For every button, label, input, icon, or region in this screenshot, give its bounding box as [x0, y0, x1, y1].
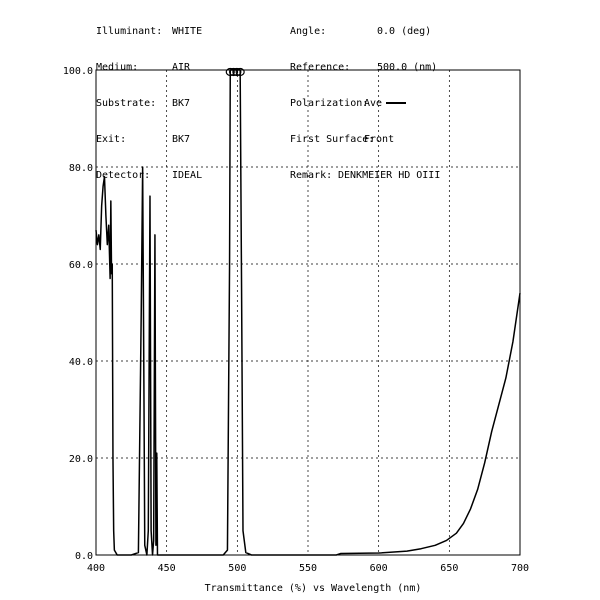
peak-markers	[225, 67, 245, 77]
x-axis-ticks: 400 450 500 550 600 650 700	[87, 563, 529, 574]
x-tick-label: 500	[228, 563, 246, 574]
header-left-labels: Illuminant: Medium: Substrate: Exit: Det…	[96, 2, 162, 194]
polarization-label: Polarization:	[290, 98, 369, 109]
x-tick-label: 400	[87, 563, 105, 574]
angle-label: Angle:	[290, 26, 327, 37]
peak-marker	[235, 67, 245, 77]
header-left-values: WHITE AIR BK7 BK7 IDEAL	[172, 2, 202, 194]
x-tick-label: 650	[440, 563, 458, 574]
peak-marker	[225, 67, 235, 77]
peak-marker	[232, 67, 242, 77]
reference-value: 500.0 (nm)	[377, 62, 438, 73]
chart-grid	[96, 70, 520, 555]
medium-value: AIR	[172, 62, 191, 73]
medium-label: Medium:	[96, 62, 139, 73]
polarization-value: Ave	[364, 98, 440, 110]
y-tick-label: 40.0	[69, 357, 93, 368]
y-tick-label: 100.0	[63, 66, 93, 77]
angle-value: 0.0 (deg)	[377, 26, 432, 37]
remark-label: Remark:	[290, 170, 333, 181]
x-tick-label: 450	[158, 563, 176, 574]
y-axis-ticks: 0.0 20.0 40.0 60.0 80.0 100.0	[63, 66, 93, 562]
transmittance-curve	[95, 69, 521, 556]
header-right-labels: Angle: Reference: Polarization: First Su…	[290, 2, 374, 194]
illuminant-value: WHITE	[172, 26, 203, 37]
y-tick-label: 60.0	[69, 260, 93, 271]
exit-label: Exit:	[96, 134, 127, 145]
remark-value: DENKMEIER HD OIII	[338, 170, 441, 181]
y-tick-label: 80.0	[69, 163, 93, 174]
x-tick-label: 550	[299, 563, 317, 574]
plot-frame	[95, 69, 521, 556]
polarization-line-swatch	[386, 102, 407, 104]
peak-marker	[228, 67, 239, 77]
detector-label: Detector:	[96, 170, 151, 181]
x-tick-label: 700	[511, 563, 529, 574]
header-right-values: 0.0 (deg) 500.0 (nm) Ave Front DENKMEIER…	[338, 2, 440, 194]
y-tick-label: 0.0	[75, 551, 93, 562]
detector-value: IDEAL	[172, 170, 203, 181]
substrate-label: Substrate:	[96, 98, 157, 109]
x-tick-label: 600	[370, 563, 388, 574]
x-axis-label: Transmittance (%) vs Wavelength (nm)	[205, 583, 422, 594]
first-surface-label: First Surface:	[290, 134, 375, 145]
illuminant-label: Illuminant:	[96, 26, 163, 37]
polarization-text: Ave	[364, 98, 383, 109]
first-surface-value: Front	[364, 134, 395, 145]
reference-label: Reference:	[290, 62, 351, 73]
substrate-value: BK7	[172, 98, 191, 109]
y-tick-label: 20.0	[69, 454, 93, 465]
exit-value: BK7	[172, 134, 191, 145]
